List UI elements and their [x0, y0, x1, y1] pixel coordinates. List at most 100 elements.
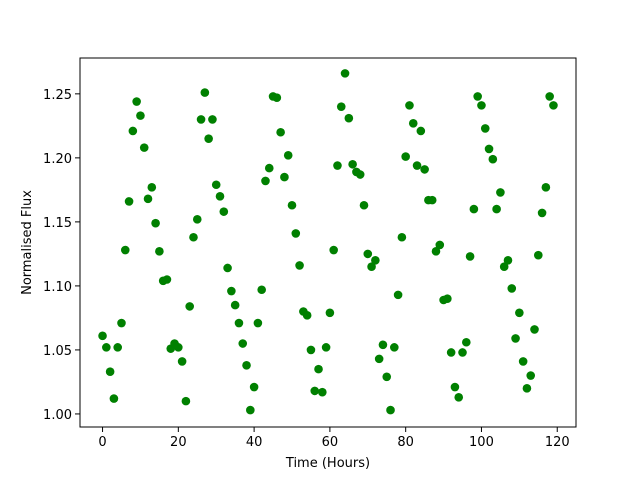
point: [371, 255, 380, 265]
point: [367, 262, 376, 271]
x-tick-label: 100: [469, 435, 494, 450]
point: [189, 232, 198, 242]
point: [147, 183, 157, 192]
point: [526, 371, 536, 380]
point: [329, 245, 338, 255]
point: [348, 159, 357, 169]
point: [382, 372, 392, 382]
point: [261, 176, 270, 186]
point: [120, 245, 130, 255]
point: [518, 357, 528, 366]
plot-frame: [79, 57, 577, 428]
point: [499, 262, 509, 271]
point: [143, 194, 153, 204]
point: [177, 357, 187, 366]
point: [276, 127, 285, 137]
point: [340, 69, 350, 78]
point: [359, 200, 369, 210]
point: [462, 337, 471, 347]
x-axis-label: Time (Hours): [285, 456, 370, 471]
point: [211, 180, 221, 190]
point: [155, 247, 164, 256]
point: [253, 318, 263, 328]
point: [151, 218, 160, 228]
point: [257, 285, 266, 295]
x-tick-label: 0: [98, 435, 106, 450]
point: [230, 300, 240, 310]
point: [192, 215, 202, 224]
point: [511, 334, 520, 343]
point: [496, 188, 505, 197]
point: [162, 275, 172, 284]
y-tick-label: 1.05: [43, 344, 72, 359]
point: [136, 111, 145, 120]
point: [541, 183, 551, 192]
y-tick-label: 1.15: [43, 216, 72, 231]
point: [234, 318, 244, 328]
point: [318, 387, 327, 397]
point: [139, 143, 149, 152]
point: [363, 249, 373, 259]
point: [405, 101, 414, 110]
point: [450, 382, 460, 392]
point: [249, 382, 259, 392]
x-tick-label: 20: [170, 435, 187, 450]
point: [219, 207, 229, 216]
x-tick-label: 60: [322, 435, 339, 450]
point: [283, 151, 293, 160]
y-tick-label: 1.25: [43, 88, 72, 103]
point: [484, 144, 494, 154]
point: [204, 134, 213, 143]
point: [174, 343, 183, 352]
point: [185, 302, 194, 311]
point: [242, 360, 251, 370]
point: [200, 88, 210, 97]
point: [515, 308, 524, 318]
point: [355, 170, 365, 179]
point: [333, 161, 342, 170]
point: [287, 200, 297, 210]
point: [488, 154, 498, 164]
point: [416, 126, 426, 136]
point: [246, 405, 255, 415]
x-tick-label: 40: [246, 435, 263, 450]
point: [454, 392, 464, 402]
point: [109, 394, 119, 403]
point: [196, 115, 206, 124]
y-tick-label: 1.20: [43, 152, 72, 167]
point: [480, 124, 490, 133]
point: [295, 261, 304, 270]
point: [336, 102, 346, 111]
point: [530, 325, 539, 334]
point: [117, 318, 126, 328]
point: [386, 405, 395, 415]
point: [443, 294, 452, 304]
point: [128, 126, 138, 136]
point: [306, 345, 316, 355]
point: [492, 204, 501, 214]
point: [465, 252, 475, 261]
x-tick-label: 80: [397, 435, 414, 450]
point: [469, 204, 479, 214]
point: [302, 311, 312, 320]
point: [280, 172, 289, 182]
point: [132, 97, 141, 106]
point: [431, 247, 441, 256]
point: [314, 364, 323, 374]
point: [124, 197, 134, 206]
point: [412, 161, 422, 170]
point: [102, 343, 111, 352]
point: [397, 232, 407, 242]
point: [408, 118, 418, 128]
point: [264, 163, 274, 173]
point: [310, 386, 320, 396]
point: [181, 396, 191, 406]
point: [549, 101, 558, 110]
point: [321, 343, 331, 352]
point: [208, 115, 217, 124]
point: [272, 93, 282, 102]
point: [401, 152, 410, 161]
x-tick-label: 120: [545, 435, 570, 450]
